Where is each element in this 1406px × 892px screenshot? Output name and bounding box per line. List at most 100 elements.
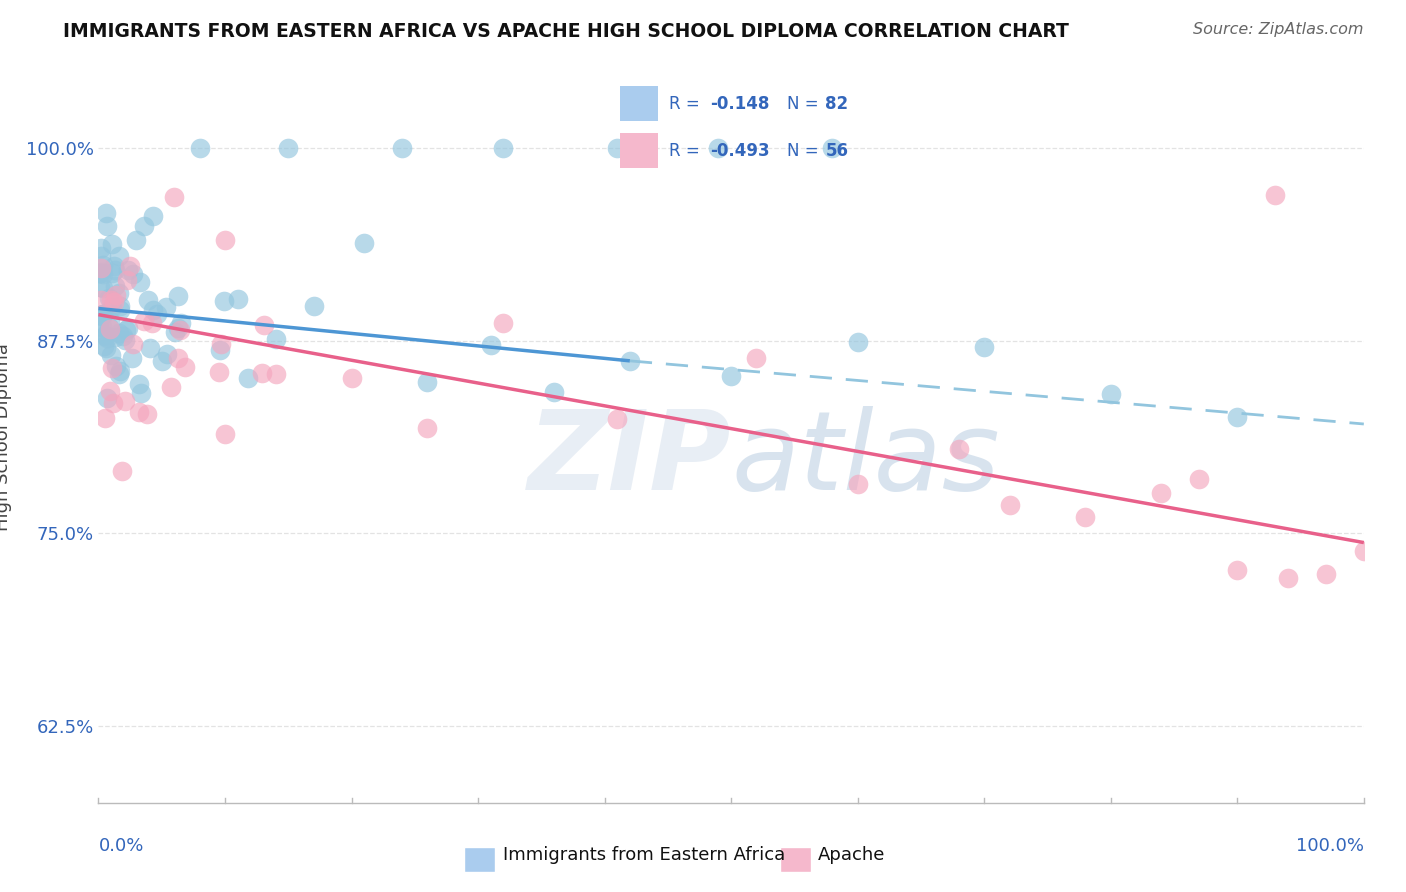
Point bbox=[108, 249, 131, 263]
Point bbox=[122, 337, 145, 351]
Point bbox=[253, 318, 276, 332]
Point bbox=[129, 385, 152, 400]
Point bbox=[167, 351, 190, 365]
Point bbox=[98, 314, 121, 328]
Text: 56: 56 bbox=[825, 142, 848, 160]
Point bbox=[98, 384, 121, 398]
Point bbox=[1226, 563, 1249, 577]
Point bbox=[1188, 472, 1211, 486]
Point bbox=[87, 317, 110, 331]
Point bbox=[167, 289, 190, 303]
Point bbox=[96, 206, 118, 220]
Point bbox=[98, 321, 121, 335]
Point bbox=[1353, 544, 1375, 558]
Point bbox=[101, 301, 124, 315]
Point bbox=[163, 190, 186, 204]
Point bbox=[1150, 485, 1173, 500]
Point bbox=[492, 141, 515, 155]
Point bbox=[90, 249, 112, 263]
Point bbox=[150, 353, 173, 368]
Point bbox=[146, 307, 169, 321]
Point bbox=[114, 333, 136, 347]
Point bbox=[100, 293, 122, 307]
Point bbox=[111, 464, 134, 478]
Point bbox=[214, 233, 236, 247]
Point bbox=[209, 337, 232, 351]
Point bbox=[96, 391, 118, 405]
Y-axis label: High School Diploma: High School Diploma bbox=[0, 343, 11, 531]
Point bbox=[391, 141, 413, 155]
Point bbox=[117, 320, 139, 334]
Point bbox=[105, 359, 128, 373]
Point bbox=[121, 351, 143, 365]
Point bbox=[104, 263, 127, 277]
Point bbox=[90, 261, 112, 276]
Point bbox=[96, 219, 118, 233]
Text: Source: ZipAtlas.com: Source: ZipAtlas.com bbox=[1194, 22, 1364, 37]
Point bbox=[104, 279, 127, 293]
Point bbox=[104, 329, 127, 343]
Point bbox=[707, 141, 730, 155]
Point bbox=[97, 319, 120, 334]
Point bbox=[416, 375, 439, 389]
Point bbox=[214, 293, 236, 308]
Point bbox=[492, 316, 515, 330]
Point bbox=[973, 340, 995, 354]
Point bbox=[821, 141, 844, 155]
Point bbox=[108, 286, 131, 301]
Point bbox=[96, 330, 118, 344]
Point bbox=[416, 421, 439, 435]
Point bbox=[1264, 187, 1286, 202]
Point bbox=[90, 293, 112, 307]
Text: 100.0%: 100.0% bbox=[1296, 837, 1364, 855]
Point bbox=[91, 280, 114, 294]
Point bbox=[90, 309, 112, 323]
Bar bbox=[620, 87, 658, 121]
Point bbox=[115, 273, 138, 287]
Point bbox=[108, 326, 131, 341]
Text: Immigrants from Eastern Africa: Immigrants from Eastern Africa bbox=[503, 846, 786, 863]
Point bbox=[155, 300, 177, 314]
Point bbox=[89, 308, 111, 322]
Point bbox=[141, 316, 163, 330]
Point bbox=[1277, 571, 1299, 585]
Point bbox=[132, 314, 155, 328]
Point bbox=[128, 377, 150, 392]
Point bbox=[214, 427, 236, 442]
Point bbox=[142, 209, 165, 223]
Point bbox=[105, 288, 128, 302]
Point bbox=[1226, 410, 1249, 425]
Text: N =: N = bbox=[787, 142, 824, 160]
Point bbox=[479, 338, 502, 352]
Point bbox=[90, 241, 112, 255]
Point bbox=[277, 141, 299, 155]
Point bbox=[108, 368, 131, 382]
Point bbox=[91, 265, 114, 279]
Point bbox=[264, 332, 287, 346]
Point bbox=[91, 258, 114, 272]
Point bbox=[138, 341, 160, 355]
Point bbox=[142, 302, 165, 317]
Text: N =: N = bbox=[787, 95, 824, 112]
Text: atlas: atlas bbox=[731, 406, 1000, 513]
Text: Apache: Apache bbox=[818, 846, 886, 863]
Point bbox=[108, 364, 131, 378]
Text: 0.0%: 0.0% bbox=[98, 837, 143, 855]
Point bbox=[103, 259, 125, 273]
Point bbox=[128, 405, 150, 419]
Point bbox=[100, 361, 122, 376]
Point bbox=[758, 842, 780, 856]
Point bbox=[89, 266, 111, 280]
Point bbox=[93, 339, 115, 353]
Point bbox=[998, 498, 1021, 512]
Point bbox=[948, 442, 970, 456]
Point bbox=[340, 371, 363, 385]
Point bbox=[165, 325, 187, 339]
Point bbox=[188, 141, 211, 155]
Point bbox=[136, 293, 159, 307]
Point bbox=[125, 234, 148, 248]
Point bbox=[745, 351, 768, 366]
Text: 82: 82 bbox=[825, 95, 849, 112]
Point bbox=[100, 236, 122, 251]
Point bbox=[91, 307, 114, 321]
